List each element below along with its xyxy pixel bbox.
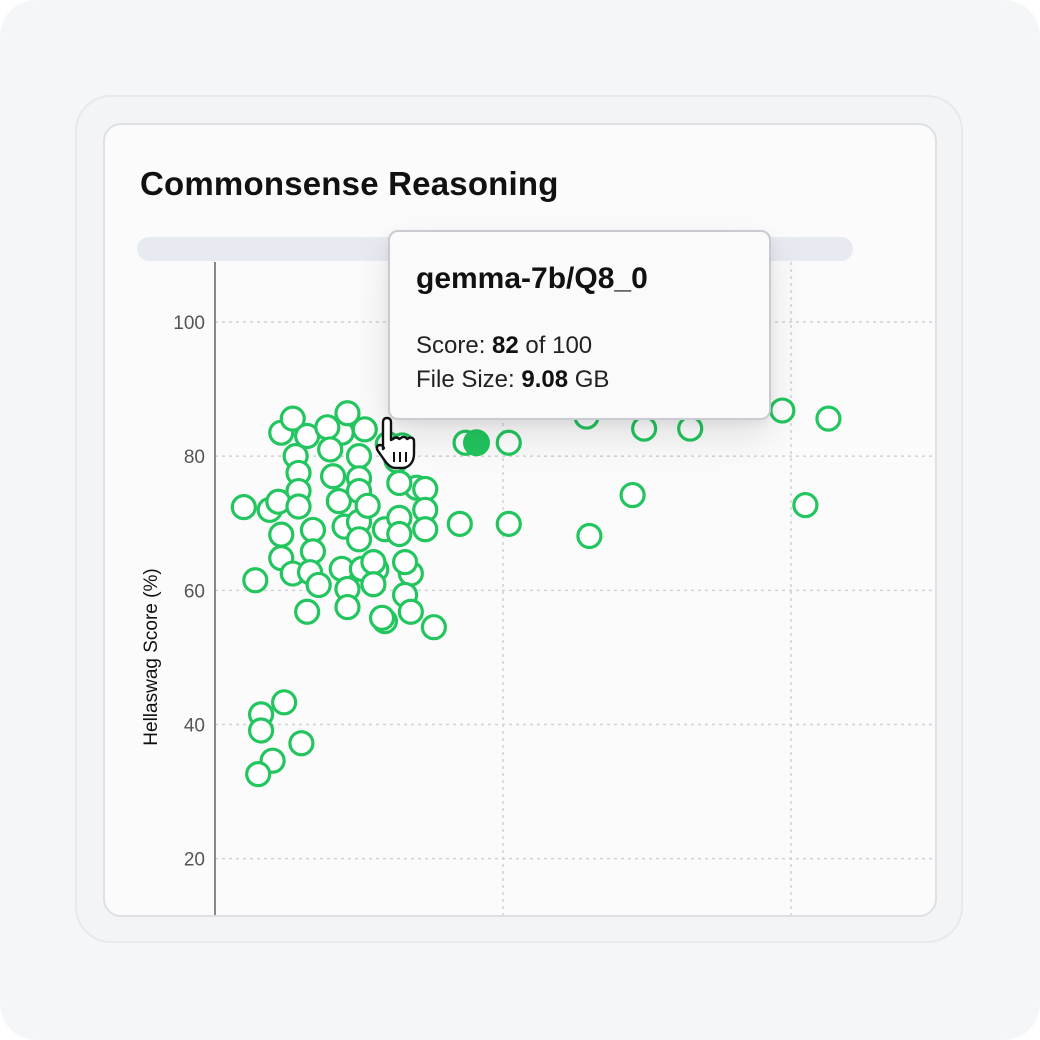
data-point (397, 598, 424, 625)
data-point (242, 567, 269, 594)
tooltip-score-line: Score: 82 of 100 (416, 332, 592, 360)
data-point (368, 604, 396, 631)
tooltip-score-value: 82 (492, 332, 519, 359)
hand-pointer-icon (375, 416, 416, 470)
data-point (345, 526, 373, 553)
card-title: Commonsense Reasoning (140, 165, 559, 202)
y-axis-label: Hellaswag Score (%) (141, 568, 162, 745)
data-point (245, 761, 272, 788)
y-tick-label: 80 (184, 447, 205, 468)
data-point (360, 549, 387, 576)
data-point (325, 488, 352, 515)
data-point (319, 463, 347, 490)
tooltip-size-line: File Size: 9.08 GB (416, 366, 609, 394)
y-tick-label: 60 (184, 581, 205, 602)
data-point (677, 415, 704, 442)
data-point (576, 522, 603, 550)
data-point (386, 520, 413, 548)
point-tooltip: gemma-7b/Q8_0 Score: 82 of 100 File Size… (388, 230, 771, 420)
data-point (279, 405, 306, 432)
data-point (345, 443, 373, 470)
data-point (769, 397, 796, 424)
data-point (305, 571, 332, 599)
data-point (288, 730, 315, 757)
data-point (268, 521, 295, 548)
tooltip-size-unit: GB (574, 366, 610, 393)
y-tick-label: 40 (184, 715, 205, 736)
data-point (334, 400, 361, 427)
data-point (495, 429, 522, 456)
data-point (386, 469, 413, 497)
data-point (299, 516, 327, 544)
tooltip-model-name: gemma-7b/Q8_0 (416, 262, 648, 295)
data-point (495, 510, 522, 538)
highlighted-data-point (463, 429, 491, 457)
data-point (815, 405, 842, 432)
data-point (271, 689, 298, 716)
data-point (792, 492, 819, 519)
data-point (631, 415, 658, 442)
tooltip-size-value: 9.08 (521, 366, 569, 393)
tooltip-score-label: Score: (416, 332, 486, 359)
data-point (230, 494, 257, 521)
data-point (285, 493, 312, 520)
data-point (446, 510, 473, 538)
data-point (619, 481, 646, 509)
tooltip-size-label: File Size: (416, 366, 515, 393)
data-point (412, 516, 439, 543)
data-point (351, 416, 378, 443)
data-point (334, 593, 361, 621)
data-point (314, 414, 341, 441)
y-tick-label: 100 (173, 313, 205, 334)
y-tick-label: 20 (184, 850, 205, 871)
data-point (247, 717, 275, 744)
data-point (391, 549, 419, 576)
data-point (354, 492, 381, 519)
data-point (420, 614, 447, 641)
tooltip-score-suffix: of 100 (525, 332, 593, 359)
data-point (294, 598, 321, 625)
data-point (360, 571, 387, 598)
data-point (317, 436, 344, 463)
